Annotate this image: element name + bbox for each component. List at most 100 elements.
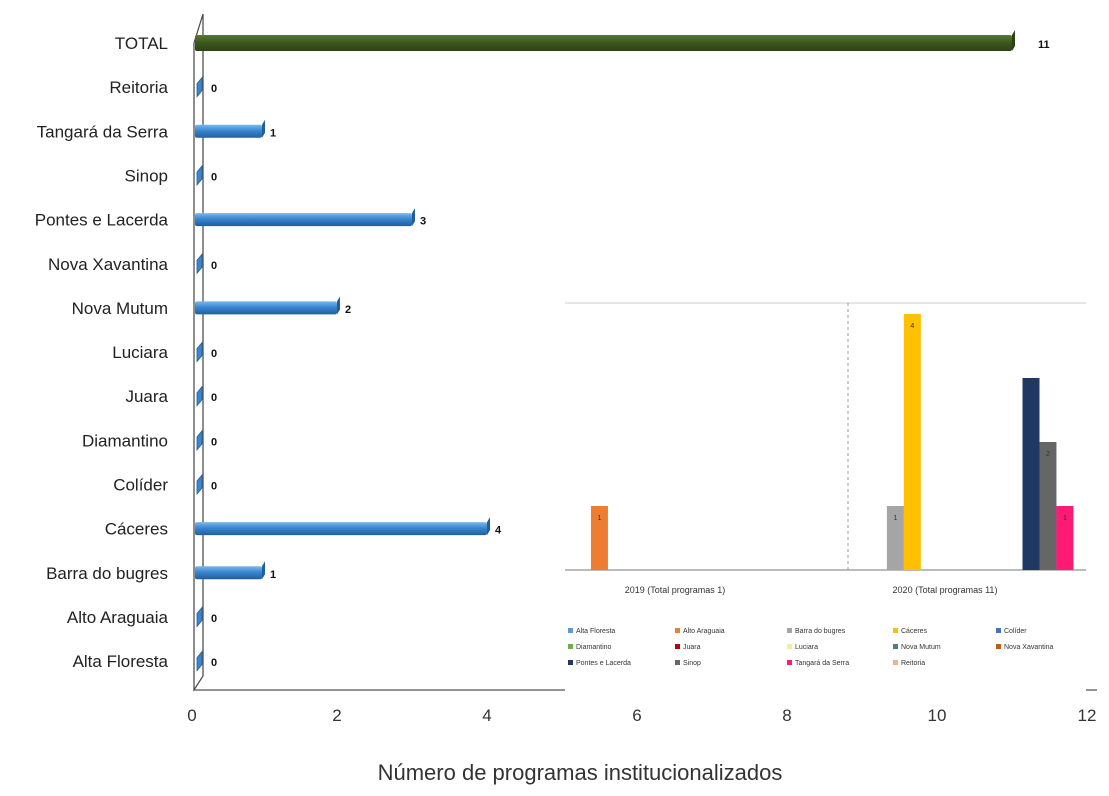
category-label: Alto Araguaia bbox=[67, 608, 169, 627]
bar-value-label: 0 bbox=[211, 260, 217, 272]
legend-label: Colíder bbox=[1004, 628, 1027, 635]
legend-swatch bbox=[996, 628, 1001, 633]
inset-bar-value-label: 1 bbox=[893, 515, 897, 522]
category-label: Diamantino bbox=[82, 431, 168, 450]
category-label: Nova Xavantina bbox=[48, 255, 169, 274]
bar-value-label: 4 bbox=[495, 525, 502, 537]
legend-label: Reitoria bbox=[901, 660, 925, 667]
inset-bar bbox=[590, 506, 608, 570]
bar-end-cap bbox=[262, 119, 265, 138]
bar-value-label: 2 bbox=[345, 304, 351, 316]
bar-value-label: 0 bbox=[211, 392, 217, 404]
legend-swatch bbox=[568, 644, 573, 649]
bar bbox=[195, 301, 337, 315]
bar bbox=[195, 566, 262, 580]
legend-label: Nova Xavantina bbox=[1004, 644, 1054, 651]
group-label: 2019 (Total programas 1) bbox=[625, 585, 726, 595]
bar-value-label: 0 bbox=[211, 83, 217, 95]
x-tick-label: 8 bbox=[782, 706, 791, 725]
inset-bar-value-label: 1 bbox=[1063, 515, 1067, 522]
bar-value-label: 0 bbox=[211, 436, 217, 448]
legend-swatch bbox=[893, 660, 898, 665]
bar bbox=[196, 76, 203, 98]
bar bbox=[196, 429, 203, 451]
bar bbox=[195, 124, 262, 138]
inset-bar-value-label: 1 bbox=[597, 515, 601, 522]
bar-value-label: 11 bbox=[1038, 39, 1050, 51]
inset-bar bbox=[1039, 442, 1057, 570]
category-label: Luciara bbox=[112, 343, 168, 362]
inset-bar-value-label: 4 bbox=[910, 323, 914, 330]
x-tick-label: 4 bbox=[482, 706, 491, 725]
legend-label: Luciara bbox=[795, 644, 818, 651]
category-label: TOTAL bbox=[115, 34, 168, 53]
legend-swatch bbox=[787, 628, 792, 633]
category-label: Sinop bbox=[125, 166, 168, 185]
inset-bar bbox=[903, 314, 921, 570]
bar bbox=[196, 650, 203, 672]
legend-label: Nova Mutum bbox=[901, 644, 941, 651]
category-label: Reitoria bbox=[109, 78, 168, 97]
category-label: Tangará da Serra bbox=[37, 122, 169, 141]
category-label: Alta Floresta bbox=[73, 652, 169, 671]
legend-label: Alto Araguaia bbox=[683, 628, 725, 635]
legend-swatch bbox=[675, 644, 680, 649]
inset-bar bbox=[1022, 378, 1040, 570]
legend-swatch bbox=[996, 644, 1001, 649]
category-label: Pontes e Lacerda bbox=[35, 211, 169, 230]
inset-bar bbox=[1056, 506, 1074, 570]
legend-swatch bbox=[675, 628, 680, 633]
legend-swatch bbox=[675, 660, 680, 665]
bar bbox=[196, 473, 203, 496]
bar-end-cap bbox=[412, 208, 415, 227]
legend-label: Alta Floresta bbox=[576, 628, 615, 635]
x-tick-label: 0 bbox=[187, 706, 196, 725]
inset-bar-value-label: 2 bbox=[1046, 451, 1050, 458]
bar-value-label: 3 bbox=[420, 216, 426, 228]
legend-label: Juara bbox=[683, 644, 701, 651]
bar-value-label: 0 bbox=[211, 171, 217, 183]
legend-label: Tangará da Serra bbox=[795, 660, 849, 667]
bar bbox=[196, 385, 203, 407]
legend-label: Pontes e Lacerda bbox=[576, 660, 631, 667]
inset-bar-value-label: 3 bbox=[1029, 387, 1033, 394]
category-label: Cáceres bbox=[105, 520, 168, 539]
legend-swatch bbox=[893, 628, 898, 633]
x-tick-label: 12 bbox=[1078, 706, 1097, 725]
x-tick-label: 6 bbox=[632, 706, 641, 725]
legend-swatch bbox=[893, 644, 898, 649]
bar-value-label: 1 bbox=[270, 569, 276, 581]
bar bbox=[196, 164, 203, 187]
bar-value-label: 0 bbox=[211, 657, 217, 669]
bar-value-label: 1 bbox=[270, 127, 276, 139]
bar bbox=[195, 522, 487, 536]
bar-value-label: 0 bbox=[211, 481, 217, 493]
legend-label: Barra do bugres bbox=[795, 628, 846, 635]
bar bbox=[196, 253, 203, 275]
x-tick-label: 2 bbox=[332, 706, 341, 725]
bar-value-label: 0 bbox=[211, 348, 217, 360]
category-label: Barra do bugres bbox=[46, 564, 168, 583]
bar-end-cap bbox=[262, 561, 265, 580]
legend-label: Diamantino bbox=[576, 644, 612, 651]
x-tick-label: 10 bbox=[928, 706, 947, 725]
bar-end-cap bbox=[487, 517, 490, 536]
bar-value-label: 0 bbox=[211, 613, 217, 625]
category-label: Colíder bbox=[113, 476, 168, 495]
x-axis-title: Número de programas institucionalizados bbox=[378, 760, 783, 785]
legend-swatch bbox=[568, 660, 573, 665]
legend-label: Sinop bbox=[683, 660, 701, 667]
legend-swatch bbox=[787, 660, 792, 665]
category-label: Juara bbox=[125, 387, 168, 406]
bar-end-cap bbox=[1012, 30, 1015, 51]
inset-background bbox=[565, 303, 1086, 703]
bar bbox=[195, 35, 1012, 51]
category-label: Nova Mutum bbox=[72, 299, 168, 318]
inset-bar bbox=[886, 506, 904, 570]
bar-end-cap bbox=[337, 296, 340, 315]
bar bbox=[195, 213, 412, 227]
legend-swatch bbox=[568, 628, 573, 633]
legend-swatch bbox=[787, 644, 792, 649]
